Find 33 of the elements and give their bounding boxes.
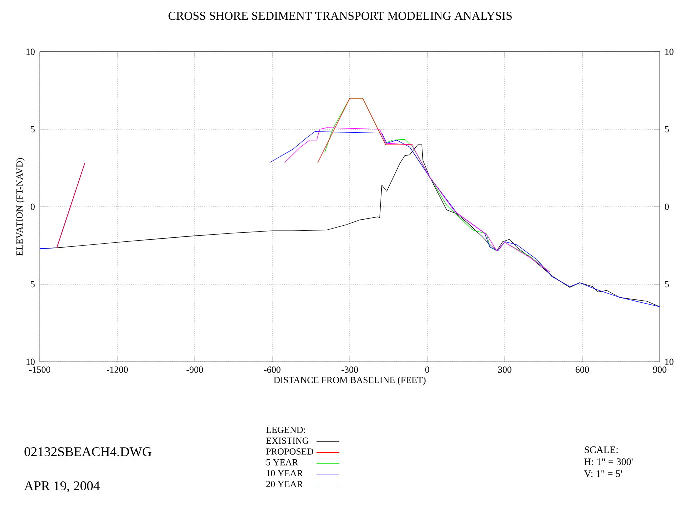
y2-tick-label: 0 [665,204,670,210]
legend-title: LEGEND: [266,426,306,434]
y-axis-title: ELEVATION (FT-NAVD) [16,158,25,256]
y-tick-label: 10 [26,358,35,366]
legend-label: 20 YEAR [266,481,304,488]
text: 02132SBEACH4.DWG [24,447,152,457]
legend-label: 10 YEAR [266,470,304,477]
x-tick-label: 900 [653,366,667,373]
text: SCALE: [584,446,618,454]
x-tick-label: -600 [264,366,281,373]
x-axis-title: DISTANCE FROM BASELINE (FEET) [274,376,426,386]
chart-title: CROSS SHORE SEDIMENT TRANSPORT MODELING ANALYSIS [168,12,512,20]
text: V: 1" = 5' [584,470,622,478]
y-tick-label: 0 [30,204,35,210]
x-tick-label: 300 [498,366,512,373]
legend-label: 5 YEAR [266,459,299,466]
x-tick-label: -1200 [106,366,128,373]
x-tick-label: -1500 [29,366,51,373]
legend-label: EXISTING [266,438,309,444]
text: H: 1" = 300' [584,458,633,466]
y2-tick-label: 10 [666,358,674,366]
y-tick-label: 10 [26,48,35,56]
x-tick-label: 600 [576,366,590,373]
y-tick-label: 5 [31,281,35,288]
y-tick-label: 5 [31,126,35,133]
legend-label: PROPOSED [266,448,314,455]
x-tick-label: 0 [426,366,430,373]
y2-tick-label: 5 [665,281,670,288]
y2-tick-label: 5 [665,126,670,133]
x-tick-label: -300 [342,366,358,373]
text: APR 19, 2004 [24,482,100,492]
y2-tick-label: 10 [666,48,674,56]
x-tick-label: -900 [186,366,204,373]
